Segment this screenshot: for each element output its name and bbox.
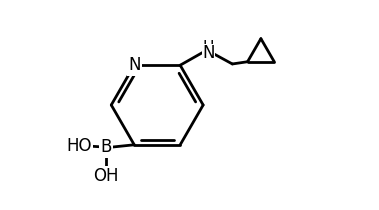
Text: OH: OH [93, 167, 118, 185]
Text: B: B [100, 138, 111, 156]
Text: N: N [128, 56, 141, 74]
Text: H: H [203, 39, 215, 55]
Text: HO: HO [67, 137, 92, 155]
Text: N: N [202, 44, 215, 62]
